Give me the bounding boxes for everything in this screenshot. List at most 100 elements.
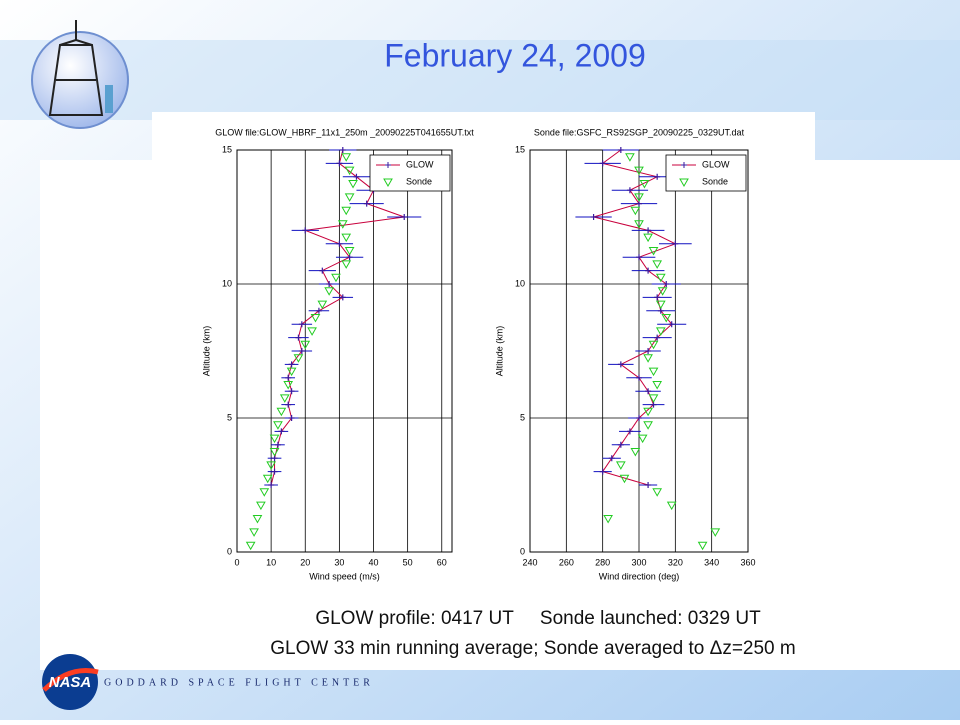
caption: GLOW profile: 0417 UT Sonde launched: 03… [315,608,761,629]
point [643,233,653,243]
point [630,448,641,457]
x-tick-label: 0 [234,557,239,567]
point [344,193,355,202]
x-tick-label: 50 [403,557,413,567]
point [643,354,653,363]
point [283,381,294,390]
point [603,515,613,524]
point [645,348,652,354]
legend-box [369,154,451,192]
chart-title: GLOW file:GLOW_HBRF_11x1_250m _20090225T… [215,127,474,137]
point [278,428,285,435]
x-tick-label: 20 [300,557,310,567]
point [348,180,358,189]
point [654,294,661,301]
legend-swatch [679,178,689,188]
chart: GLOW file:GLOW_HBRF_11x1_250m _20090225T… [201,127,474,581]
chart-title: Sonde file:GSFC_RS92SGP_20090225_0329UT.… [534,127,745,137]
y-tick-label: 5 [227,412,232,422]
point [617,361,624,368]
point [339,147,346,153]
point [639,180,650,189]
legend-swatch [385,162,391,168]
x-tick-label: 300 [631,557,646,567]
point [326,281,333,287]
point [307,327,317,336]
point [298,348,305,354]
y-tick-label: 15 [515,144,525,154]
x-tick-label: 260 [559,557,574,567]
point [636,415,642,421]
point [353,173,360,180]
point [344,247,355,256]
chart: Sonde file:GSFC_RS92SGP_20090225_0329UT.… [494,127,755,581]
point [319,267,326,274]
point [302,227,309,234]
slide-title: February 24, 2009 [384,37,646,73]
x-tick-label: 240 [522,557,537,567]
point [663,281,670,287]
nasa-logo: NASA [42,654,99,710]
point [288,415,295,421]
point [648,247,659,256]
point [617,147,624,153]
point [401,214,408,220]
y-tick-label: 5 [520,412,525,422]
point [634,220,644,229]
point [269,448,280,457]
point [645,388,652,395]
point [279,394,290,403]
point [645,267,652,274]
point [363,200,370,207]
point [339,294,346,301]
point [590,214,597,220]
x-tick-label: 60 [437,557,447,567]
point [654,334,661,341]
point [617,441,624,448]
point [630,206,641,216]
point [317,300,328,310]
point [276,407,287,417]
point [344,166,355,176]
point [298,321,305,328]
point [615,461,626,470]
point [286,367,297,377]
point [637,434,648,444]
x-tick-label: 280 [595,557,610,567]
point [266,461,276,470]
x-tick-label: 30 [334,557,344,567]
point [636,254,642,261]
point [661,314,672,323]
mission-logo [31,20,129,129]
legend-label: Sonde [702,176,728,186]
point [269,434,280,444]
point [288,388,295,395]
point [645,482,652,488]
point [652,488,663,497]
x-tick-label: 40 [369,557,379,567]
point [634,166,644,176]
legend-swatch [681,162,687,168]
y-axis-label: Altitude (km) [494,326,504,377]
point [668,321,675,328]
x-tick-label: 10 [266,557,276,567]
y-tick-label: 0 [520,546,525,556]
series-line [270,149,405,486]
nasa-logo-text: NASA [49,674,92,691]
point [324,287,335,296]
point [310,314,321,323]
point [336,160,343,167]
point [710,528,721,537]
point [608,455,615,462]
point [252,515,263,524]
point [315,307,322,314]
y-tick-label: 15 [222,144,232,154]
caption: GLOW 33 min running average; Sonde avera… [270,638,795,659]
point [271,468,278,475]
point [288,361,295,368]
point [657,287,668,296]
point [655,273,666,283]
point [645,227,652,234]
point [655,327,666,336]
